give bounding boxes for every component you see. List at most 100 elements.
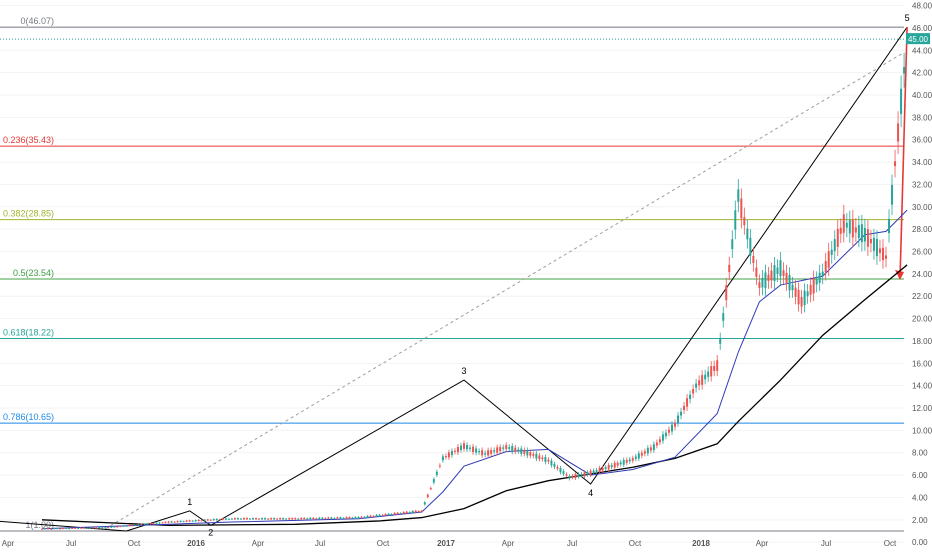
last-price-tag xyxy=(906,33,930,45)
y-tick-label: 0.00 xyxy=(912,538,928,547)
y-tick-label: 22.00 xyxy=(912,292,932,301)
price-candle-body xyxy=(568,476,571,479)
price-candle-body xyxy=(194,520,197,522)
price-candle-body xyxy=(83,527,86,529)
price-candle-body xyxy=(50,528,53,530)
fib-level-label: 0.382(28.85) xyxy=(3,209,54,219)
price-candle-body xyxy=(309,517,312,520)
price-candle-body xyxy=(77,528,80,530)
price-candle-body xyxy=(41,528,43,530)
price-candle-body xyxy=(279,518,282,520)
price-candle-body xyxy=(484,453,487,455)
price-candle-body xyxy=(188,520,191,522)
price-candle-body xyxy=(53,528,56,530)
price-candle-body xyxy=(125,525,128,527)
price-candle-body xyxy=(101,527,104,529)
x-tick-label: Apr xyxy=(252,539,265,548)
x-tick-label: Apr xyxy=(756,539,769,548)
price-candle-body xyxy=(728,264,731,273)
price-candle-body xyxy=(740,198,743,219)
price-candle-body xyxy=(677,415,680,423)
price-candle-body xyxy=(56,528,59,530)
trend-line-dashed xyxy=(105,52,905,530)
price-candle-body xyxy=(523,450,526,454)
price-candle-body xyxy=(541,457,544,460)
price-candle-body xyxy=(267,518,270,520)
price-candle-body xyxy=(538,455,541,459)
price-candle-body xyxy=(408,512,411,514)
price-candle-body xyxy=(680,411,683,416)
price-candle-body xyxy=(212,519,215,521)
price-candle-body xyxy=(695,383,698,388)
price-candle-body xyxy=(622,459,625,465)
price-candle-body xyxy=(598,467,601,473)
price-candle-body xyxy=(670,424,673,432)
price-candle-body xyxy=(836,229,839,247)
price-candle-body xyxy=(701,375,704,385)
price-candle-body xyxy=(502,447,505,449)
y-tick-label: 4.00 xyxy=(912,493,928,502)
price-candle-body xyxy=(74,527,77,529)
price-candle-body xyxy=(59,528,62,530)
price-candle-body xyxy=(761,277,764,288)
price-candle-body xyxy=(372,515,375,517)
price-candle-body xyxy=(402,511,405,514)
price-candle-body xyxy=(360,516,363,518)
price-candle-body xyxy=(65,527,68,529)
y-tick-label: 32.00 xyxy=(912,180,932,189)
y-tick-label: 28.00 xyxy=(912,225,932,234)
y-tick-label: 36.00 xyxy=(912,136,932,145)
price-candle-body xyxy=(324,518,327,520)
price-candle-body xyxy=(854,227,857,233)
price-candle-body xyxy=(140,523,143,525)
price-candle-body xyxy=(47,528,50,530)
price-candle-body xyxy=(224,518,227,520)
price-candle-body xyxy=(113,526,116,528)
price-candle-body xyxy=(475,448,478,453)
price-candle-body xyxy=(378,514,381,516)
price-candle-body xyxy=(152,523,155,525)
price-candle-body xyxy=(366,515,369,518)
price-candle-body xyxy=(447,452,450,458)
price-candle-body xyxy=(737,189,740,202)
price-candle-body xyxy=(481,450,484,456)
price-candle-body xyxy=(312,517,315,519)
y-tick-label: 26.00 xyxy=(912,248,932,257)
price-candle-body xyxy=(800,297,803,307)
x-tick-label: Apr xyxy=(2,539,15,548)
price-candle-body xyxy=(161,522,164,524)
price-candle-body xyxy=(794,287,797,297)
price-candle-body xyxy=(441,456,444,461)
price-candle-body xyxy=(245,518,248,520)
price-candle-body xyxy=(719,338,722,344)
price-candle-body xyxy=(264,518,267,520)
fib-level-label: 0.786(10.65) xyxy=(3,412,54,422)
price-candle-body xyxy=(574,474,577,479)
price-candle-body xyxy=(200,520,203,522)
x-tick-label: Jul xyxy=(821,539,831,548)
price-candle-body xyxy=(812,278,815,294)
price-candle-body xyxy=(746,228,749,240)
price-candle-body xyxy=(303,517,306,520)
price-candle-body xyxy=(86,527,89,529)
price-candle-body xyxy=(607,464,610,470)
price-candle-body xyxy=(505,445,508,450)
price-candle-body xyxy=(158,522,161,524)
price-candle-body xyxy=(227,518,230,520)
price-candle-body xyxy=(363,516,366,518)
price-candle-body xyxy=(104,527,107,529)
y-tick-label: 10.00 xyxy=(912,426,932,435)
price-candle-body xyxy=(285,518,288,520)
price-candle-body xyxy=(809,284,812,295)
price-candle-body xyxy=(420,510,423,512)
price-candle-body xyxy=(423,502,426,505)
price-candle-body xyxy=(559,468,562,473)
price-candle-body xyxy=(71,527,74,529)
price-candle-body xyxy=(553,463,556,467)
fib-level-label: 0.5(23.54) xyxy=(13,268,54,278)
price-candle-body xyxy=(128,525,131,527)
price-candle-body xyxy=(215,518,218,521)
y-tick-label: 42.00 xyxy=(912,69,932,78)
